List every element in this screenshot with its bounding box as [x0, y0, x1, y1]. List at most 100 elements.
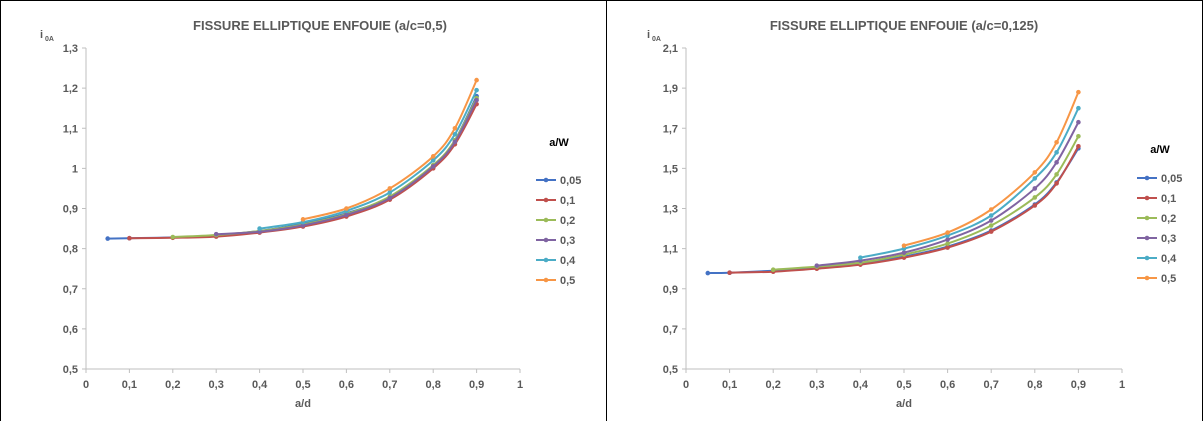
x-tick-label: 0,9 — [1071, 379, 1086, 391]
data-point — [430, 158, 436, 163]
legend-label: 0,05 — [560, 175, 581, 187]
legend-label: 0,4 — [1161, 253, 1177, 265]
legend-label: 0,1 — [1161, 193, 1176, 205]
y-tick-label: 1,3 — [63, 43, 78, 55]
data-point — [1076, 133, 1081, 139]
panel-divider — [606, 0, 607, 421]
data-point — [727, 270, 732, 276]
data-point — [1076, 144, 1081, 149]
data-point — [387, 190, 393, 195]
data-point — [127, 235, 132, 241]
series-line-0-2 — [773, 135, 1080, 271]
y-tick-label: 0,7 — [63, 284, 78, 296]
data-point — [1054, 172, 1059, 177]
x-tick-label: 0,7 — [984, 379, 999, 391]
data-point — [988, 223, 994, 228]
data-point — [705, 270, 711, 276]
y-tick-label: 0,9 — [63, 204, 78, 216]
x-tick-label: 0 — [83, 379, 89, 391]
y-axis-label: i — [647, 29, 650, 41]
legend-marker — [1144, 195, 1150, 201]
series-line-0-1 — [129, 103, 478, 240]
x-tick-label: 0 — [683, 379, 689, 391]
y-tick-label: 1,7 — [663, 123, 678, 135]
data-point — [1076, 119, 1081, 125]
legend-marker — [1144, 255, 1150, 261]
data-point — [474, 97, 479, 103]
legend-title: a/W — [1150, 144, 1170, 156]
data-point — [257, 229, 262, 235]
legend-marker — [543, 257, 549, 263]
series-line-0-5 — [903, 91, 1080, 247]
y-tick-label: 1,9 — [663, 83, 678, 95]
y-tick-label: 1,1 — [63, 123, 78, 135]
chart-panel-left: FISSURE ELLIPTIQUE ENFOUIE (a/c=0,5) i 0A 0… — [0, 0, 606, 421]
legend-label: 0,3 — [1161, 233, 1176, 245]
chart-right: FISSURE ELLIPTIQUE ENFOUIE (a/c=0,125) i 0… — [647, 18, 1182, 410]
y-tick-label: 0,5 — [63, 364, 78, 376]
data-point — [901, 250, 907, 255]
x-tick-label: 0,3 — [209, 379, 224, 391]
x-tick-label: 0,2 — [766, 379, 781, 391]
data-point — [1032, 186, 1038, 191]
data-point — [945, 237, 950, 242]
legend-marker — [543, 217, 549, 223]
data-point — [387, 195, 393, 201]
data-point — [474, 87, 479, 93]
data-point — [988, 213, 994, 218]
legend-marker — [543, 197, 549, 203]
x-tick-label: 0,8 — [426, 379, 441, 391]
legend-label: 0,05 — [1161, 173, 1182, 185]
chart-title: FISSURE ELLIPTIQUE ENFOUIE (a/c=0,125) — [770, 18, 1038, 33]
data-point — [344, 206, 349, 211]
x-tick-label: 0,4 — [252, 379, 268, 391]
series-line-0-5 — [302, 79, 478, 221]
data-point — [901, 243, 907, 248]
y-tick-label: 1 — [72, 163, 78, 175]
legend-marker — [543, 177, 549, 183]
legend-marker — [1144, 275, 1150, 281]
data-point — [945, 230, 950, 235]
legend-marker — [1144, 175, 1150, 181]
x-tick-label: 1 — [1119, 379, 1125, 391]
y-tick-label: 1,3 — [663, 204, 678, 216]
data-point — [1076, 89, 1081, 95]
x-tick-label: 0,8 — [1027, 379, 1042, 391]
data-point — [474, 77, 479, 83]
y-tick-label: 0,6 — [63, 324, 78, 336]
data-point — [387, 186, 393, 191]
data-point — [988, 229, 994, 234]
data-point — [105, 236, 110, 241]
x-axis-label: a/d — [896, 398, 912, 410]
y-tick-label: 2,1 — [663, 43, 678, 55]
data-point — [300, 217, 306, 222]
x-tick-label: 0,4 — [853, 379, 869, 391]
data-point — [1032, 195, 1038, 200]
y-tick-label: 1,5 — [663, 163, 678, 175]
data-point — [1054, 150, 1059, 155]
legend-label: 0,5 — [560, 275, 575, 287]
x-tick-label: 0,5 — [896, 379, 911, 391]
y-tick-label: 0,8 — [63, 244, 78, 256]
y-tick-label: 1,1 — [663, 244, 678, 256]
data-point — [344, 212, 349, 218]
data-point — [945, 241, 950, 246]
x-tick-label: 0,6 — [940, 379, 955, 391]
legend-title: a/W — [549, 137, 569, 149]
data-point — [988, 207, 994, 212]
data-point — [1054, 139, 1059, 145]
chart-panel-right: FISSURE ELLIPTIQUE ENFOUIE (a/c=0,125) i 0… — [607, 0, 1203, 421]
data-point — [1076, 105, 1081, 111]
series-line-0-3 — [216, 99, 478, 236]
legend-label: 0,2 — [560, 215, 575, 227]
y-axis-label-subscript: 0A — [45, 36, 54, 43]
x-tick-label: 0,2 — [165, 379, 180, 391]
data-point — [452, 131, 458, 137]
data-point — [430, 154, 436, 159]
y-tick-label: 0,9 — [663, 284, 678, 296]
y-tick-label: 0,5 — [663, 364, 678, 376]
legend-label: 0,4 — [560, 255, 576, 267]
x-tick-label: 0,7 — [382, 379, 397, 391]
data-point — [1032, 203, 1038, 208]
data-point — [452, 125, 458, 131]
